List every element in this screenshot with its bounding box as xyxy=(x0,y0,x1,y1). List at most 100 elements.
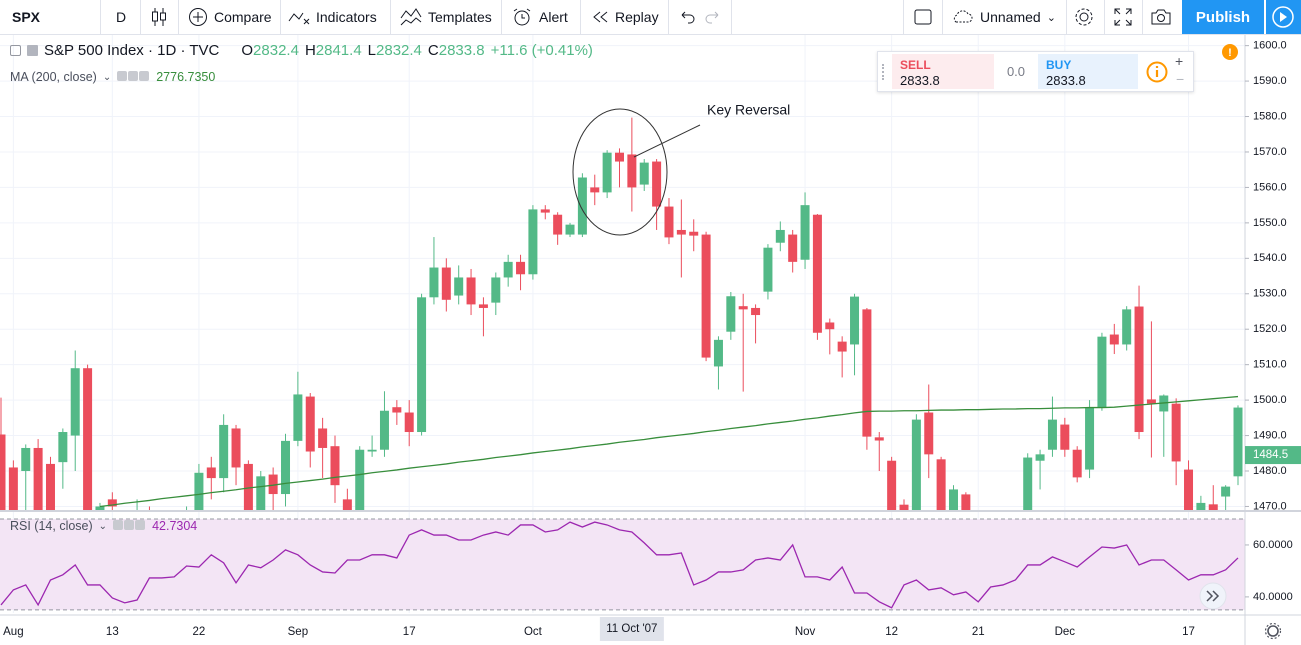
rsi-title: RSI (14, close) xyxy=(10,519,93,533)
ohlc-value: 2833.8 xyxy=(438,42,485,59)
layout-name[interactable]: Unnamed ⌄ xyxy=(950,0,1056,34)
buy-label: BUY xyxy=(1046,58,1072,72)
compare-icon xyxy=(189,8,207,26)
candle-body xyxy=(726,296,736,332)
crosshair-label-bg xyxy=(599,617,664,641)
symbol[interactable]: SPX xyxy=(12,9,41,25)
candle-body xyxy=(713,339,723,367)
info-icon[interactable] xyxy=(1144,59,1170,85)
study-icons[interactable] xyxy=(113,519,146,533)
annotation-ellipse xyxy=(572,108,668,236)
candle-body xyxy=(454,277,464,296)
fullscreen-button[interactable] xyxy=(1113,0,1133,34)
last-price-badge xyxy=(1245,446,1301,465)
candle-body xyxy=(565,224,575,235)
rsi-legend: RSI (14, close) ⌄ 42.7304 xyxy=(10,519,197,533)
candle-body xyxy=(652,161,662,207)
x-tick-label: Sep xyxy=(288,626,308,638)
candle-body xyxy=(602,152,612,193)
x-tick-label: 22 xyxy=(193,626,206,638)
minus-button[interactable]: − xyxy=(1176,71,1185,87)
candle-body xyxy=(1146,399,1156,404)
candle-body xyxy=(330,446,340,486)
y-tick-label: 1490.0 xyxy=(1253,429,1287,441)
ma-title: MA (200, close) xyxy=(10,70,97,84)
collapse-icon[interactable] xyxy=(10,45,21,56)
interval[interactable]: D xyxy=(116,9,127,25)
ohlc-item: H2841.4 xyxy=(305,42,362,59)
ohlc-item: O2832.4 xyxy=(241,42,299,59)
y-tick-label: 60.0000 xyxy=(1253,539,1293,551)
candle-body xyxy=(936,459,946,510)
candle-body xyxy=(1233,407,1243,477)
candle-body xyxy=(1109,334,1119,345)
study-icons[interactable] xyxy=(117,70,150,84)
chart-type[interactable] xyxy=(150,0,168,34)
candle-body xyxy=(206,467,216,479)
snapshot-button[interactable] xyxy=(1150,0,1172,34)
separator xyxy=(1104,0,1105,34)
annotation-arrow xyxy=(633,124,701,158)
x-tick-label: Nov xyxy=(795,626,816,638)
candle-body xyxy=(1122,309,1132,345)
camera-icon xyxy=(1151,9,1171,25)
alert-button[interactable]: Alert xyxy=(511,0,568,34)
candle-body xyxy=(615,152,624,162)
sell-button[interactable]: SELL 2833.8 xyxy=(892,54,994,89)
candle-body xyxy=(478,304,488,308)
candle-body xyxy=(379,410,389,450)
candle-body xyxy=(58,432,68,463)
sell-price: 2833.8 xyxy=(900,73,940,88)
candle-body xyxy=(219,424,229,479)
buy-button[interactable]: BUY 2833.8 xyxy=(1038,54,1138,89)
alert-icon[interactable] xyxy=(1222,44,1238,60)
candle-body xyxy=(528,209,538,275)
ma-legend: MA (200, close) ⌄ 2776.7350 xyxy=(10,70,215,84)
layout-button[interactable] xyxy=(913,0,933,34)
candle-body xyxy=(429,267,439,298)
candle-body xyxy=(1184,469,1194,510)
replay-button[interactable]: Replay xyxy=(591,0,659,34)
candle-body xyxy=(516,261,526,275)
separator xyxy=(668,0,669,34)
ohlc-value: 2832.4 xyxy=(376,42,422,59)
play-button[interactable] xyxy=(1265,0,1301,34)
dropdown-caret[interactable]: ⌄ xyxy=(102,71,112,83)
dropdown-caret[interactable]: ⌄ xyxy=(98,520,108,532)
button-label: Templates xyxy=(428,9,492,25)
series-line xyxy=(0,521,1239,609)
button-label: Alert xyxy=(539,9,568,25)
ohlc-item: C2833.8 xyxy=(428,42,485,59)
y-tick-label: 1580.0 xyxy=(1253,110,1287,122)
publish-button[interactable]: Publish xyxy=(1182,0,1264,34)
trade-widget: SELL 2833.8 0.0 BUY 2833.8 + − xyxy=(877,51,1194,92)
ohlc-label: O xyxy=(241,42,254,59)
candle-body xyxy=(1097,336,1107,408)
plus-button[interactable]: + xyxy=(1175,53,1184,69)
candle-body xyxy=(1221,486,1231,497)
candle-body xyxy=(0,434,6,510)
separator xyxy=(501,0,502,34)
undo-button[interactable] xyxy=(678,0,722,34)
x-tick-label: Oct xyxy=(524,626,543,638)
pane xyxy=(0,518,1245,611)
x-tick-label: 17 xyxy=(1182,626,1195,638)
settings-button[interactable] xyxy=(1073,0,1095,34)
rsi-value: 42.7304 xyxy=(152,519,198,533)
settings-icon[interactable] xyxy=(1267,625,1279,637)
ohlc-label: C xyxy=(427,42,439,59)
candle-body xyxy=(1072,449,1082,478)
ohlc-value: 2841.4 xyxy=(315,42,362,59)
spread: 0.0 xyxy=(1006,64,1026,79)
settings-teeth xyxy=(1264,622,1282,640)
candle-body xyxy=(1196,502,1206,510)
symbol-icon xyxy=(27,45,38,56)
candle-body xyxy=(701,234,711,358)
compare-button[interactable]: Compare xyxy=(188,0,272,34)
candle-body xyxy=(825,322,835,330)
replay-icon xyxy=(593,11,608,23)
indicators-button[interactable]: Indicators xyxy=(288,0,377,34)
candle-body xyxy=(627,154,637,188)
templates-button[interactable]: Templates xyxy=(400,0,492,34)
